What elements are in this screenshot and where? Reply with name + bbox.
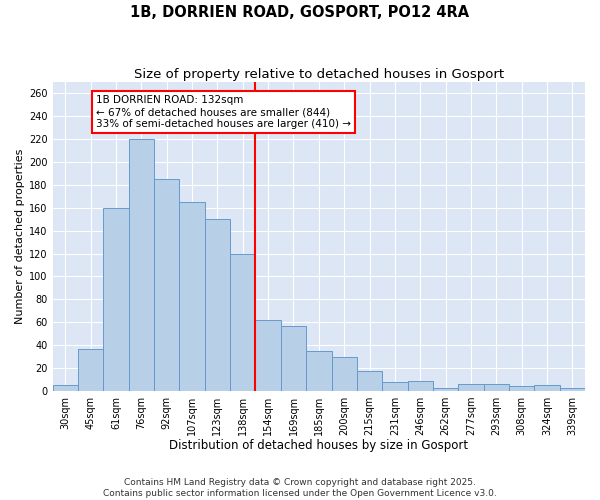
Y-axis label: Number of detached properties: Number of detached properties: [15, 148, 25, 324]
Bar: [205, 219, 230, 391]
Bar: [154, 179, 179, 391]
Text: 1B, DORRIEN ROAD, GOSPORT, PO12 4RA: 1B, DORRIEN ROAD, GOSPORT, PO12 4RA: [130, 5, 470, 20]
Bar: [256, 320, 281, 391]
Text: 1B DORRIEN ROAD: 132sqm
← 67% of detached houses are smaller (844)
33% of semi-d: 1B DORRIEN ROAD: 132sqm ← 67% of detache…: [96, 96, 351, 128]
Bar: [281, 326, 306, 391]
Bar: [458, 384, 484, 391]
Bar: [357, 372, 382, 391]
Bar: [230, 254, 256, 391]
X-axis label: Distribution of detached houses by size in Gosport: Distribution of detached houses by size …: [169, 440, 469, 452]
Bar: [78, 348, 103, 391]
Bar: [53, 385, 78, 391]
Bar: [560, 388, 585, 391]
Bar: [407, 380, 433, 391]
Bar: [509, 386, 535, 391]
Bar: [382, 382, 407, 391]
Title: Size of property relative to detached houses in Gosport: Size of property relative to detached ho…: [134, 68, 504, 80]
Bar: [433, 388, 458, 391]
Bar: [535, 385, 560, 391]
Bar: [129, 139, 154, 391]
Bar: [179, 202, 205, 391]
Bar: [484, 384, 509, 391]
Bar: [103, 208, 129, 391]
Bar: [306, 351, 332, 391]
Text: Contains HM Land Registry data © Crown copyright and database right 2025.
Contai: Contains HM Land Registry data © Crown c…: [103, 478, 497, 498]
Bar: [332, 356, 357, 391]
